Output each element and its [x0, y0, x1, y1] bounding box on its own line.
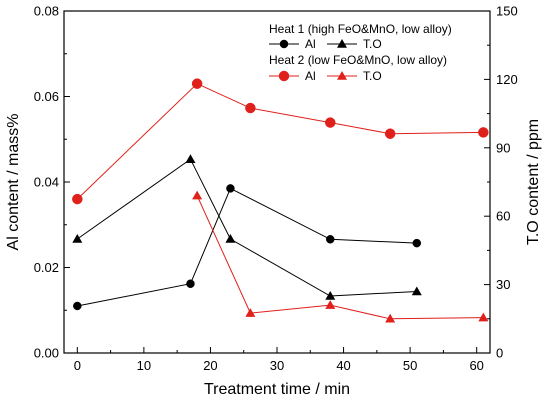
data-point-circle — [186, 279, 195, 288]
data-point-triangle — [225, 234, 236, 243]
data-point-triangle — [185, 154, 196, 163]
series-heat-2-t-o — [192, 190, 489, 323]
series-line — [77, 158, 417, 297]
y-left-tick-label: 0.08 — [34, 4, 59, 19]
y-right-tick-label: 120 — [496, 72, 518, 87]
legend-heat1-title: Heat 1 (high FeO&MnO, low alloy) — [269, 22, 452, 36]
data-point-circle — [226, 184, 235, 193]
legend-heat1-al-label: Al — [305, 37, 316, 51]
series-line — [196, 195, 484, 320]
y-right-tick-label: 150 — [496, 4, 518, 19]
x-tick-label: 10 — [137, 358, 151, 373]
data-point-triangle — [245, 308, 256, 317]
data-point-circle — [72, 193, 83, 205]
y-left-tick-label: 0.02 — [34, 260, 59, 275]
legend-heat1-to-label: T.O — [363, 37, 382, 51]
series-heat-1-t-o — [72, 154, 422, 300]
data-point-circle — [191, 78, 203, 89]
series-heat-1-al — [73, 184, 422, 311]
data-point-circle — [412, 238, 422, 248]
data-point-circle — [245, 102, 256, 114]
legend-heat2-title: Heat 2 (low FeO&MnO, low alloy) — [269, 53, 447, 67]
x-axis-title: Treatment time / min — [204, 381, 350, 398]
data-point-triangle — [72, 234, 83, 243]
data-point-triangle — [337, 39, 347, 48]
series-group — [72, 78, 489, 323]
data-point-circle — [478, 127, 489, 138]
y-left-tick-label: 0.06 — [34, 89, 59, 104]
x-tick-label: 50 — [403, 358, 417, 373]
data-point-triangle — [478, 312, 489, 322]
data-point-triangle — [325, 291, 336, 300]
legend-heat2-to-label: T.O — [363, 69, 382, 83]
x-tick-label: 30 — [270, 358, 284, 373]
y-right-tick-label: 90 — [496, 140, 510, 155]
data-point-circle — [279, 39, 289, 49]
series-line — [77, 187, 417, 307]
data-point-triangle — [411, 286, 422, 296]
axes-group: 0 10 20 30 40 50 60 0.00 0.02 0.04 0.06 0.08 0 30 60 90… — [34, 4, 518, 374]
data-point-triangle — [385, 313, 396, 323]
legend: Heat 1 (high FeO&MnO, low alloy) Al T.O … — [269, 22, 452, 83]
data-point-circle — [384, 128, 396, 139]
data-point-circle — [278, 70, 290, 82]
data-point-triangle — [337, 71, 347, 80]
y-left-tick-label: 0.00 — [34, 346, 59, 361]
x-tick-label: 40 — [336, 358, 350, 373]
data-point-circle — [73, 301, 82, 311]
y-right-tick-label: 0 — [496, 346, 503, 361]
y-left-axis-title: Al content / mass% — [5, 114, 22, 251]
y-right-tick-label: 60 — [496, 209, 510, 224]
y-right-axis-title: T.O content / ppm — [525, 119, 542, 245]
series-line — [76, 83, 484, 200]
data-point-triangle — [325, 300, 336, 309]
x-tick-label: 20 — [203, 358, 217, 373]
x-tick-label: 0 — [74, 358, 81, 373]
series-heat-2-al — [72, 78, 489, 205]
data-point-circle — [325, 117, 336, 128]
legend-heat2-al-label: Al — [305, 69, 316, 83]
y-left-tick-label: 0.04 — [34, 175, 59, 190]
data-point-triangle — [192, 190, 203, 200]
y-right-tick-label: 30 — [496, 277, 510, 292]
data-point-circle — [326, 235, 335, 244]
x-tick-label: 60 — [469, 358, 483, 373]
